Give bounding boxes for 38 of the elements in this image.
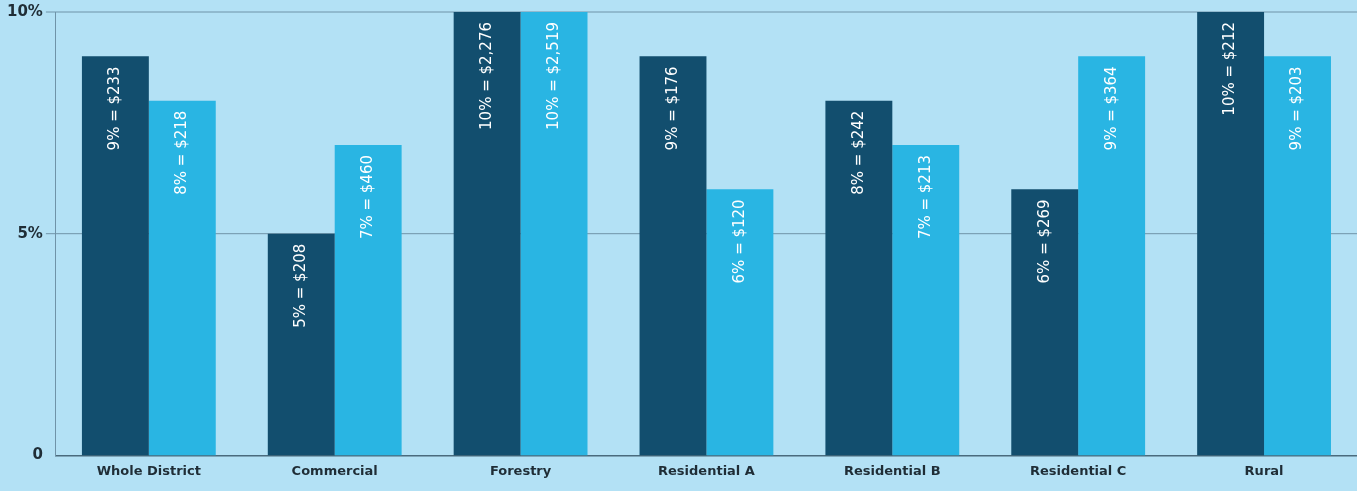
bar (639, 56, 707, 456)
bar (892, 145, 960, 456)
data-label: 7% = $460 (358, 155, 377, 240)
y-tick-label: 0 (32, 445, 43, 464)
data-label: 9% = $233 (105, 66, 124, 151)
y-tick-label: 5% (17, 223, 43, 242)
bar (334, 145, 402, 456)
data-label: 9% = $364 (1101, 66, 1120, 151)
bar (1197, 12, 1265, 456)
data-label: 9% = $176 (662, 66, 681, 151)
bar (81, 56, 149, 456)
data-label: 6% = $269 (1034, 199, 1053, 284)
x-tick-label: Whole District (96, 462, 201, 478)
data-label: 6% = $120 (729, 199, 748, 284)
data-label: 5% = $208 (291, 243, 310, 328)
bar (267, 233, 335, 456)
data-label: 10% = $212 (1220, 22, 1239, 116)
data-label: 7% = $213 (915, 155, 934, 240)
x-tick-label: Residential A (658, 462, 755, 478)
x-tick-label: Rural (1244, 462, 1284, 478)
data-label: 10% = $2,276 (477, 22, 496, 130)
bar (1011, 189, 1079, 456)
bar (825, 100, 893, 456)
bar (706, 189, 774, 456)
bar (520, 12, 588, 456)
y-tick-label: 10% (7, 1, 43, 20)
x-tick-label: Forestry (489, 462, 552, 478)
bar (453, 12, 521, 456)
data-label: 9% = $203 (1287, 66, 1306, 151)
bar (148, 100, 216, 456)
bar (1078, 56, 1146, 456)
data-label: 8% = $218 (172, 110, 191, 195)
bar (1264, 56, 1331, 456)
x-tick-label: Residential B (843, 462, 941, 478)
x-tick-label: Residential C (1030, 462, 1127, 478)
data-label: 8% = $242 (848, 110, 867, 195)
x-tick-label: Commercial (291, 462, 378, 478)
data-label: 10% = $2,519 (543, 22, 562, 130)
